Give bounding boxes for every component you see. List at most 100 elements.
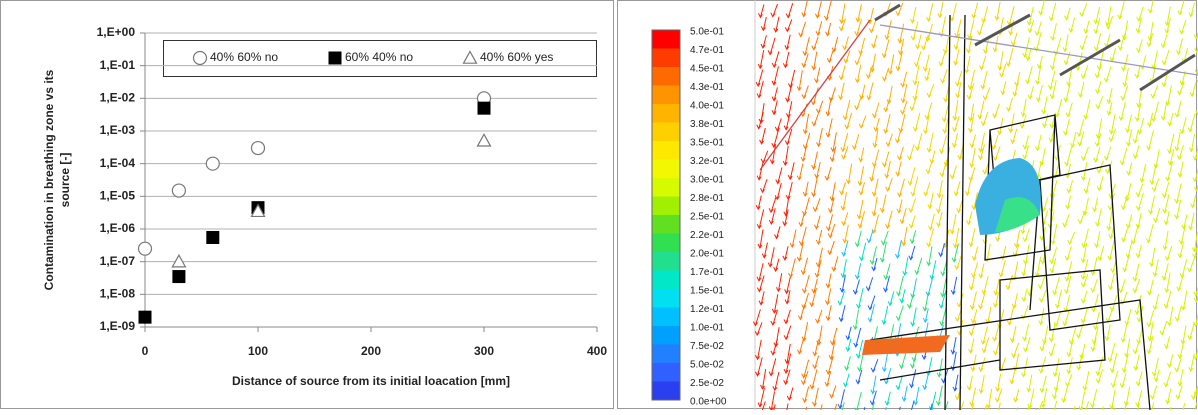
velocity-vector — [1065, 102, 1073, 118]
velocity-vector — [842, 224, 849, 244]
velocity-vector — [838, 65, 846, 81]
velocity-vector — [1054, 98, 1063, 118]
velocity-vector — [1025, 47, 1032, 62]
velocity-vector — [1095, 81, 1102, 95]
velocity-vector — [923, 114, 930, 135]
velocity-vector — [1076, 119, 1085, 138]
velocity-vector — [1080, 308, 1088, 324]
velocity-vector — [1191, 231, 1198, 253]
velocity-vector — [786, 387, 794, 402]
velocity-vector — [978, 144, 986, 161]
colorbar-segment — [652, 104, 680, 123]
velocity-vector — [937, 1, 944, 19]
velocity-vector — [771, 129, 780, 149]
velocity-vector — [922, 54, 930, 72]
colorbar-label: 4.0e-01 — [690, 101, 724, 112]
velocity-vector — [969, 387, 977, 407]
velocity-vector — [756, 275, 765, 293]
velocity-vector — [1082, 197, 1089, 217]
y-axis-label: Contamination in breathing zone vs its — [42, 69, 56, 290]
velocity-vector — [1022, 37, 1030, 59]
data-point — [205, 156, 220, 171]
velocity-vector — [991, 134, 999, 151]
velocity-vector — [1149, 385, 1158, 400]
velocity-vector — [1176, 81, 1185, 96]
velocity-vector — [1025, 66, 1033, 85]
velocity-vector — [1066, 68, 1073, 87]
velocity-vector — [1097, 245, 1105, 262]
velocity-vector — [1063, 84, 1071, 103]
velocity-vector — [814, 67, 821, 84]
velocity-vector — [871, 34, 878, 49]
velocity-vector — [884, 160, 891, 179]
velocity-vector — [1159, 321, 1168, 336]
velocity-vector — [915, 34, 922, 50]
velocity-vector — [1188, 212, 1195, 231]
velocity-vector — [925, 160, 933, 175]
velocity-vector — [768, 358, 777, 377]
velocity-vector — [980, 111, 989, 127]
velocity-vector — [1174, 306, 1182, 322]
velocity-vector — [1139, 163, 1147, 184]
velocity-vector — [992, 326, 1000, 342]
velocity-vector — [1121, 228, 1128, 243]
velocity-vector — [812, 198, 821, 213]
velocity-vector — [926, 228, 935, 248]
velocity-vector — [843, 50, 851, 64]
velocity-vector — [1109, 389, 1116, 410]
velocity-vector — [869, 246, 877, 266]
velocity-vector — [1064, 246, 1072, 262]
colorbar-segment — [652, 363, 680, 382]
velocity-vector — [1095, 208, 1102, 228]
colorbar-label: 5.0e-02 — [690, 360, 724, 371]
velocity-vector — [1069, 132, 1077, 149]
velocity-vector — [1038, 356, 1047, 374]
velocity-vector — [1135, 371, 1143, 387]
velocity-vector — [909, 355, 917, 369]
velocity-vector — [772, 371, 780, 392]
velocity-vector — [971, 246, 979, 262]
velocity-vector — [824, 370, 832, 388]
velocity-vector — [1049, 80, 1057, 100]
velocity-vector — [825, 305, 832, 322]
velocity-vector — [841, 146, 849, 160]
velocity-vector — [796, 243, 804, 262]
velocity-vector — [859, 242, 867, 262]
velocity-vector — [1037, 275, 1046, 290]
velocity-vector — [883, 113, 891, 135]
colorbar-segment — [652, 141, 680, 160]
velocity-vector — [1095, 96, 1104, 110]
velocity-vector — [783, 309, 791, 325]
velocity-vector — [756, 80, 764, 99]
colorbar-segment — [652, 30, 680, 49]
colorbar-label: 2.5e-01 — [690, 212, 724, 223]
velocity-vector — [1083, 177, 1091, 195]
velocity-vector — [1050, 52, 1057, 71]
velocity-vector — [1125, 114, 1133, 134]
velocity-vector — [825, 97, 832, 117]
colorbar-segment — [652, 233, 680, 253]
velocity-vector — [1163, 371, 1172, 388]
velocity-vector — [1067, 231, 1076, 246]
velocity-vector — [1027, 85, 1035, 100]
velocity-vector — [978, 293, 986, 310]
velocity-vector — [1090, 278, 1098, 293]
velocity-vector — [802, 36, 810, 57]
velocity-vector — [1027, 388, 1035, 410]
velocity-vector — [1054, 289, 1063, 309]
velocity-vector — [1179, 117, 1187, 135]
velocity-vector — [854, 52, 863, 66]
velocity-vector — [869, 164, 876, 183]
velocity-vector — [899, 289, 906, 304]
velocity-vector — [994, 1, 1001, 21]
velocity-vector — [770, 309, 778, 326]
data-point — [171, 183, 186, 198]
velocity-vector — [756, 209, 765, 230]
velocity-vector — [814, 1, 822, 19]
velocity-vector — [796, 70, 803, 92]
velocity-vector — [1135, 183, 1144, 198]
velocity-vector — [881, 305, 889, 326]
velocity-vector — [1103, 146, 1112, 161]
velocity-vector — [871, 257, 878, 272]
x-tick-label: 300 — [474, 344, 494, 358]
